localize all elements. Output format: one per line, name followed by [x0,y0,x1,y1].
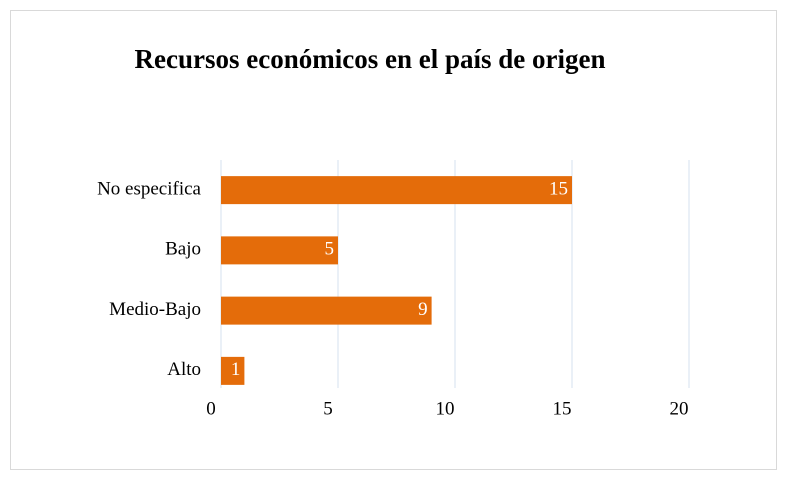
x-tick-label: 10 [436,398,455,419]
y-tick-label: Alto [167,359,201,380]
data-label: 5 [325,239,335,260]
data-label: 1 [231,359,241,380]
x-tick-label: 0 [206,398,216,419]
bar [221,296,432,325]
y-tick-label: Bajo [165,239,201,260]
x-tick-label: 15 [553,398,572,419]
chart-title: Recursos económicos en el país de origen [134,44,606,74]
x-tick-label: 5 [323,398,333,419]
bar [221,236,338,265]
data-label: 9 [418,299,428,320]
chart-border [10,10,777,470]
data-label: 15 [549,178,568,199]
y-tick-label: No especifica [97,178,201,199]
x-tick-label: 20 [670,398,689,419]
y-tick-label: Medio-Bajo [109,299,201,320]
bar [221,176,572,205]
bar [221,356,245,385]
